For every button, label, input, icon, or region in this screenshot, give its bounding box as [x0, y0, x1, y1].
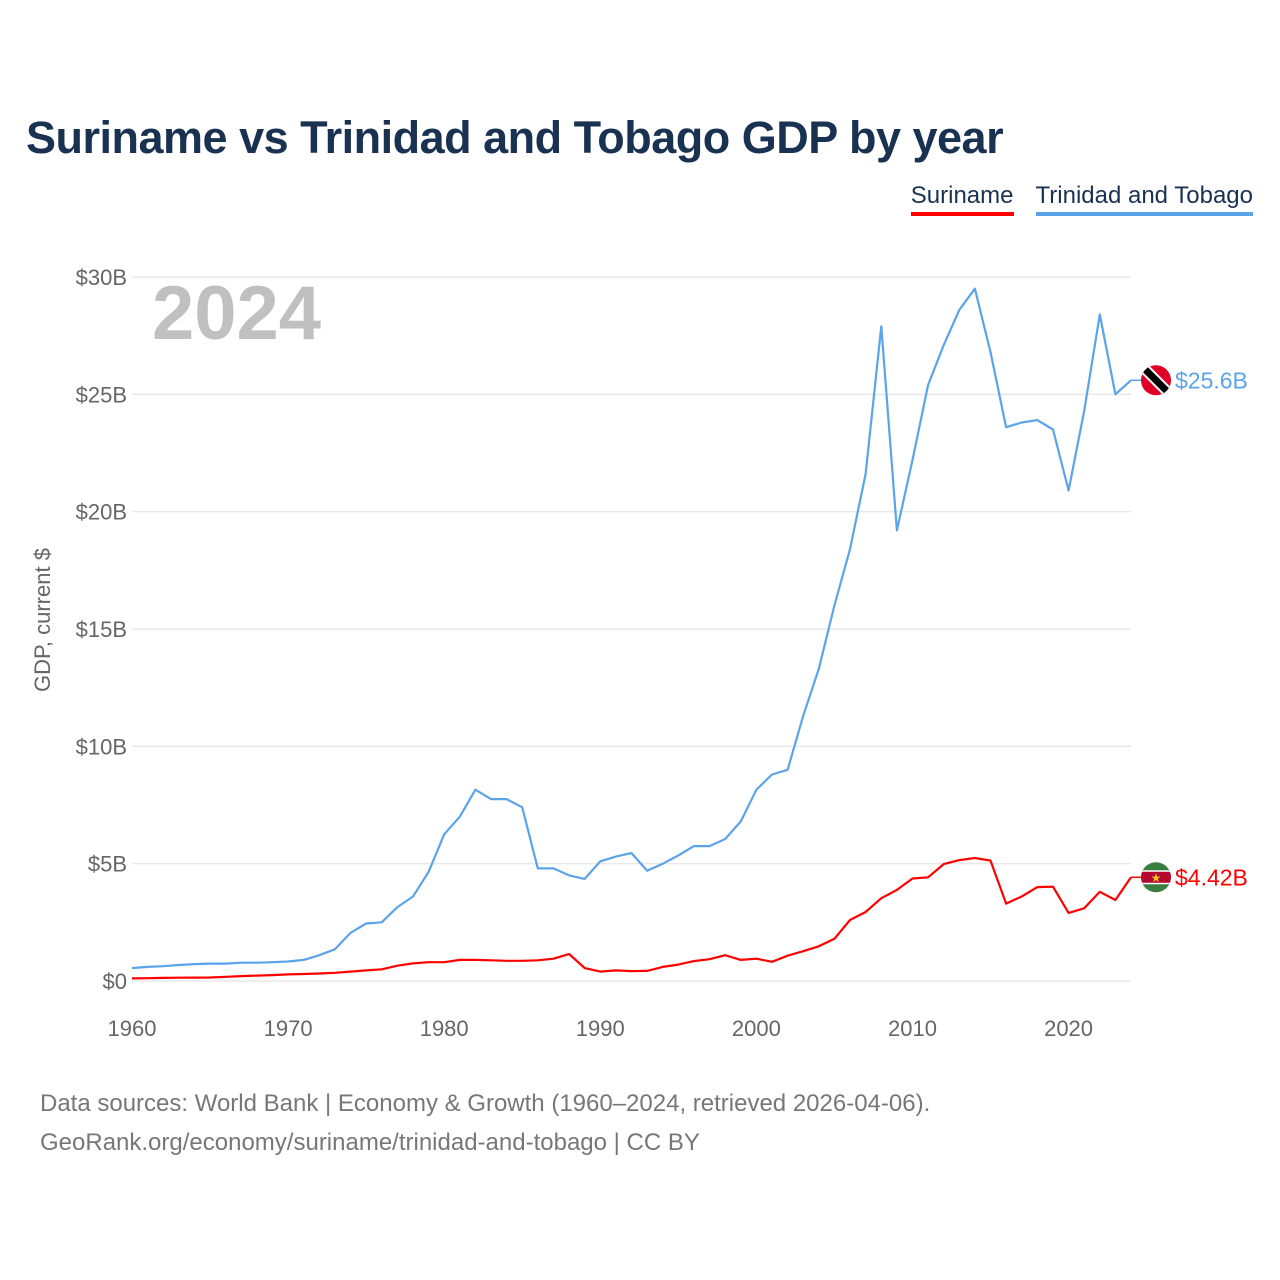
year-label: 2024: [152, 271, 321, 356]
legend-suriname[interactable]: Suriname: [910, 182, 1014, 216]
x-tick-label: 2000: [732, 1016, 781, 1041]
trinidad-flag-icon: [1141, 365, 1171, 396]
y-tick-label: $20B: [76, 500, 127, 525]
end-value-label: $4.42B: [1175, 864, 1248, 890]
x-tick-label: 1990: [576, 1016, 625, 1041]
x-tick-label: 1970: [264, 1016, 313, 1041]
y-tick-label: $5B: [88, 852, 127, 877]
y-tick-label: $30B: [76, 265, 127, 290]
x-tick-label: 1960: [108, 1016, 157, 1041]
legend: Suriname Trinidad and Tobago: [910, 182, 1253, 216]
series-line-suriname: [131, 856, 1132, 980]
y-tick-label: $15B: [76, 617, 127, 642]
suriname-flag-icon: ★: [1141, 862, 1171, 893]
x-tick-label: 2020: [1044, 1016, 1093, 1041]
y-tick-label: $10B: [76, 734, 127, 759]
footer-sources: Data sources: World Bank | Economy & Gro…: [40, 1090, 931, 1117]
x-tick-label: 2010: [888, 1016, 937, 1041]
y-tick-label: $0: [103, 969, 127, 994]
footer-link[interactable]: GeoRank.org/economy/suriname/trinidad-an…: [40, 1129, 700, 1156]
y-tick-label: $25B: [76, 382, 127, 407]
svg-text:★: ★: [1151, 871, 1162, 885]
footer: Data sources: World Bank | Economy & Gro…: [40, 1084, 930, 1162]
series-line-trinidad-and-tobago: [131, 287, 1132, 970]
y-axis-label: GDP, current $: [30, 548, 55, 692]
x-tick-label: 1980: [420, 1016, 469, 1041]
chart-title: Suriname vs Trinidad and Tobago GDP by y…: [26, 112, 1004, 163]
end-value-label: $25.6B: [1175, 367, 1248, 393]
legend-trinidad[interactable]: Trinidad and Tobago: [1035, 182, 1253, 216]
